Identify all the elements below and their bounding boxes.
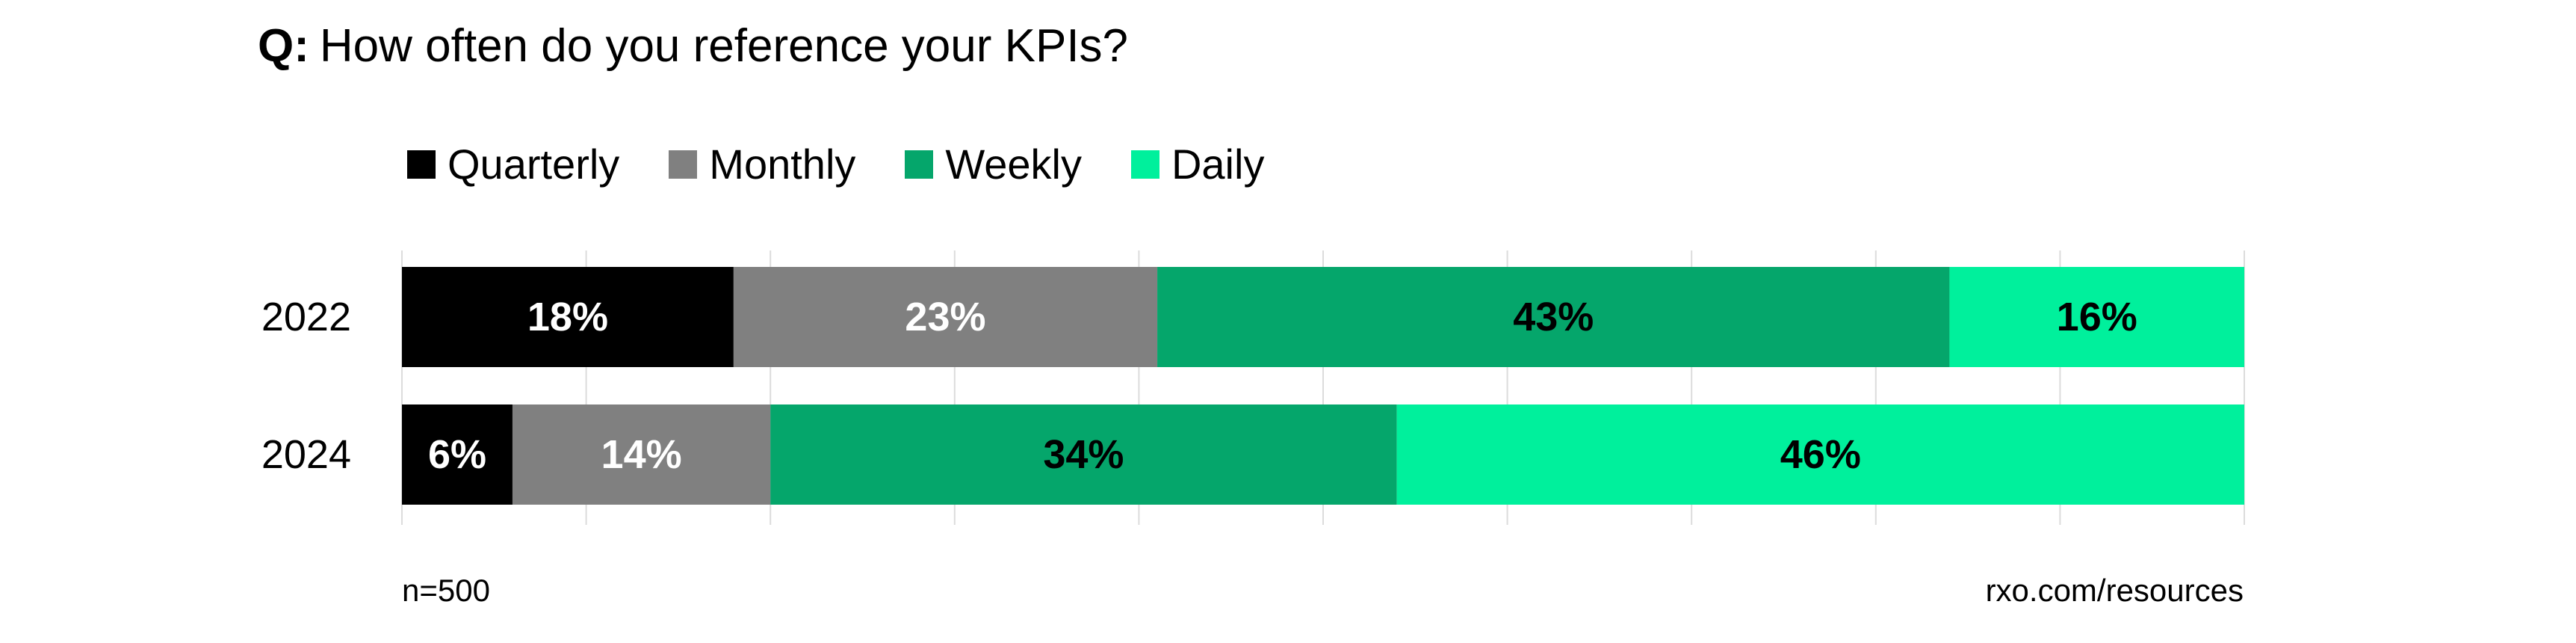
data-label-weekly-2022: 43% [1513, 295, 1594, 339]
question-prefix: Q: [258, 20, 309, 72]
legend-item-weekly: Weekly [905, 138, 1082, 191]
bar-quarterly-2022 [402, 267, 734, 367]
data-label-monthly-2024: 14% [601, 432, 682, 477]
bar-daily-2022 [1949, 267, 2244, 367]
bar-monthly-2024 [512, 404, 771, 505]
bar-daily-2024 [1396, 404, 2244, 505]
legend-label-monthly: Monthly [709, 141, 856, 188]
legend-label-weekly: Weekly [945, 141, 1082, 188]
legend-item-daily: Daily [1130, 138, 1265, 191]
bar-quarterly-2024 [402, 404, 513, 505]
data-label-quarterly-2024: 6% [428, 432, 486, 477]
question-text: How often do you reference your KPIs? [319, 20, 1129, 72]
bar-monthly-2022 [733, 267, 1158, 367]
category-label-2022: 2022 [261, 295, 351, 339]
sample-size-note: n=500 [402, 573, 490, 608]
bar-weekly-2022 [1157, 267, 1950, 367]
source-url: rxo.com/resources [1985, 573, 2244, 608]
legend-swatch-weekly [905, 150, 934, 179]
chart-title: Q: How often do you reference your KPIs? [258, 16, 1128, 76]
legend-label-daily: Daily [1171, 141, 1265, 188]
legend-label-quarterly: Quarterly [448, 141, 620, 188]
data-label-weekly-2024: 34% [1043, 432, 1124, 477]
data-label-quarterly-2022: 18% [527, 295, 608, 339]
category-label-2024: 2024 [261, 432, 351, 477]
bar-weekly-2024 [770, 404, 1397, 505]
legend-item-monthly: Monthly [669, 138, 855, 191]
data-label-monthly-2022: 23% [905, 295, 985, 339]
legend-swatch-monthly [669, 150, 698, 179]
legend-swatch-quarterly [407, 150, 436, 179]
legend-swatch-daily [1130, 150, 1159, 179]
legend: Quarterly Monthly Weekly Daily [407, 138, 1313, 191]
legend-item-quarterly: Quarterly [407, 138, 619, 191]
data-label-daily-2024: 46% [1780, 432, 1861, 477]
data-label-daily-2022: 16% [2057, 295, 2137, 339]
